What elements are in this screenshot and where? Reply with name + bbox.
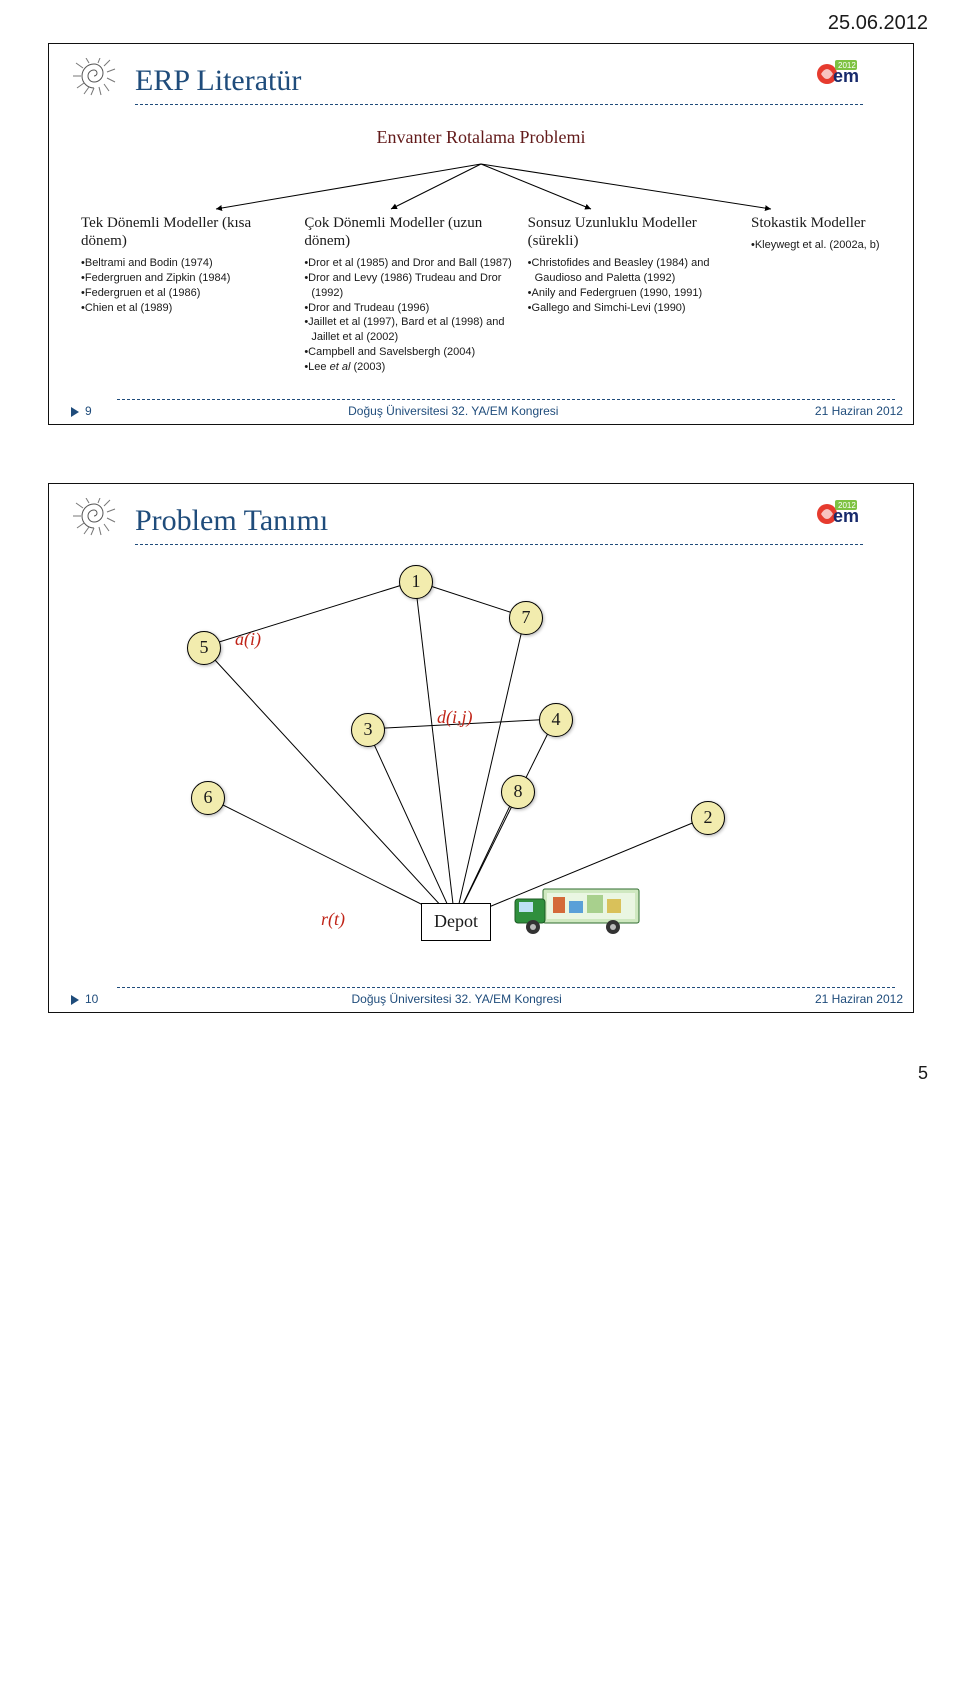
footer-right: 21 Haziran 2012 <box>815 404 903 418</box>
ammonite-icon <box>71 58 117 99</box>
svg-text:2012: 2012 <box>838 61 856 70</box>
column-title: Stokastik Modeller <box>751 214 881 238</box>
bullet-item: •Dror and Levy (1986) Trudeau and Dror (… <box>304 271 517 301</box>
erp-column: Stokastik Modeller•Kleywegt et al. (2002… <box>751 214 881 375</box>
page-marker: 10 <box>65 992 98 1006</box>
tree-lines <box>131 154 831 214</box>
ammonite-icon <box>71 498 117 539</box>
erp-column: Tek Dönemli Modeller (kısa dönem)•Beltra… <box>81 214 294 375</box>
column-title: Çok Dönemli Modeller (uzun dönem) <box>304 214 517 256</box>
slide-problem: em 2012 Problem Tanımı 1 7 5 3 4 6 8 2 Depot a(i)… <box>48 483 914 1013</box>
bullet-item: •Federgruen and Zipkin (1984) <box>81 271 294 286</box>
graph-node: 6 <box>191 781 225 815</box>
erp-subheading: Envanter Rotalama Problemi <box>77 119 885 154</box>
column-bullets: •Kleywegt et al. (2002a, b) <box>751 238 881 253</box>
column-bullets: •Dror et al (1985) and Dror and Ball (19… <box>304 256 517 375</box>
graph-node: 8 <box>501 775 535 809</box>
svg-text:2012: 2012 <box>838 501 856 510</box>
bullet-item: •Anily and Federgruen (1990, 1991) <box>528 286 741 301</box>
slide-footer: 10 Doğuş Üniversitesi 32. YA/EM Kongresi… <box>49 988 913 1012</box>
depot-node: Depot <box>421 903 491 941</box>
bullet-item: •Federgruen et al (1986) <box>81 286 294 301</box>
footer-center: Doğuş Üniversitesi 32. YA/EM Kongresi <box>351 992 561 1006</box>
divider <box>135 544 863 545</box>
bullet-item: •Christofides and Beasley (1984) and Gau… <box>528 256 741 286</box>
graph-label: d(i,j) <box>437 707 473 728</box>
yaem-logo-icon: em 2012 <box>813 58 865 101</box>
graph-node: 3 <box>351 713 385 747</box>
page-marker: 9 <box>65 404 92 418</box>
column-title: Tek Dönemli Modeller (kısa dönem) <box>81 214 294 256</box>
divider <box>135 104 863 105</box>
slide-erp: em 2012 ERP Literatür Envanter Rotalama … <box>48 43 914 425</box>
column-title: Sonsuz Uzunluklu Modeller (sürekli) <box>528 214 741 256</box>
slide-number: 9 <box>85 404 92 418</box>
bullet-item: •Chien et al (1989) <box>81 301 294 316</box>
bullet-item: •Beltrami and Bodin (1974) <box>81 256 294 271</box>
page-number: 5 <box>0 1063 960 1104</box>
truck-icon <box>513 885 643 940</box>
graph-label: a(i) <box>235 629 261 650</box>
problem-graph: 1 7 5 3 4 6 8 2 Depot a(i) d(i,j) r(t) <box>121 553 841 973</box>
bullet-item: •Gallego and Simchi-Levi (1990) <box>528 301 741 316</box>
bullet-item: •Dror et al (1985) and Dror and Ball (19… <box>304 256 517 271</box>
footer-right: 21 Haziran 2012 <box>815 992 903 1006</box>
graph-label: r(t) <box>321 909 345 930</box>
graph-node: 5 <box>187 631 221 665</box>
page-date: 25.06.2012 <box>0 0 960 35</box>
graph-node: 2 <box>691 801 725 835</box>
slide-footer: 9 Doğuş Üniversitesi 32. YA/EM Kongresi … <box>49 400 913 424</box>
column-bullets: •Christofides and Beasley (1984) and Gau… <box>528 256 741 315</box>
slide-title: Problem Tanımı <box>67 498 895 538</box>
slide-title: ERP Literatür <box>67 58 895 98</box>
footer-center: Doğuş Üniversitesi 32. YA/EM Kongresi <box>348 404 558 418</box>
bullet-item: •Kleywegt et al. (2002a, b) <box>751 238 881 253</box>
yaem-logo-icon: em 2012 <box>813 498 865 541</box>
bullet-item: •Jaillet et al (1997), Bard et al (1998)… <box>304 315 517 345</box>
bullet-item: •Lee et al (2003) <box>304 360 517 375</box>
erp-columns: Tek Dönemli Modeller (kısa dönem)•Beltra… <box>77 214 885 375</box>
column-bullets: •Beltrami and Bodin (1974)•Federgruen an… <box>81 256 294 315</box>
graph-node: 7 <box>509 601 543 635</box>
graph-node: 1 <box>399 565 433 599</box>
slide-number: 10 <box>85 992 98 1006</box>
bullet-item: •Dror and Trudeau (1996) <box>304 301 517 316</box>
graph-node: 4 <box>539 703 573 737</box>
erp-column: Çok Dönemli Modeller (uzun dönem)•Dror e… <box>304 214 517 375</box>
bullet-item: •Campbell and Savelsbergh (2004) <box>304 345 517 360</box>
erp-column: Sonsuz Uzunluklu Modeller (sürekli)•Chri… <box>528 214 741 375</box>
